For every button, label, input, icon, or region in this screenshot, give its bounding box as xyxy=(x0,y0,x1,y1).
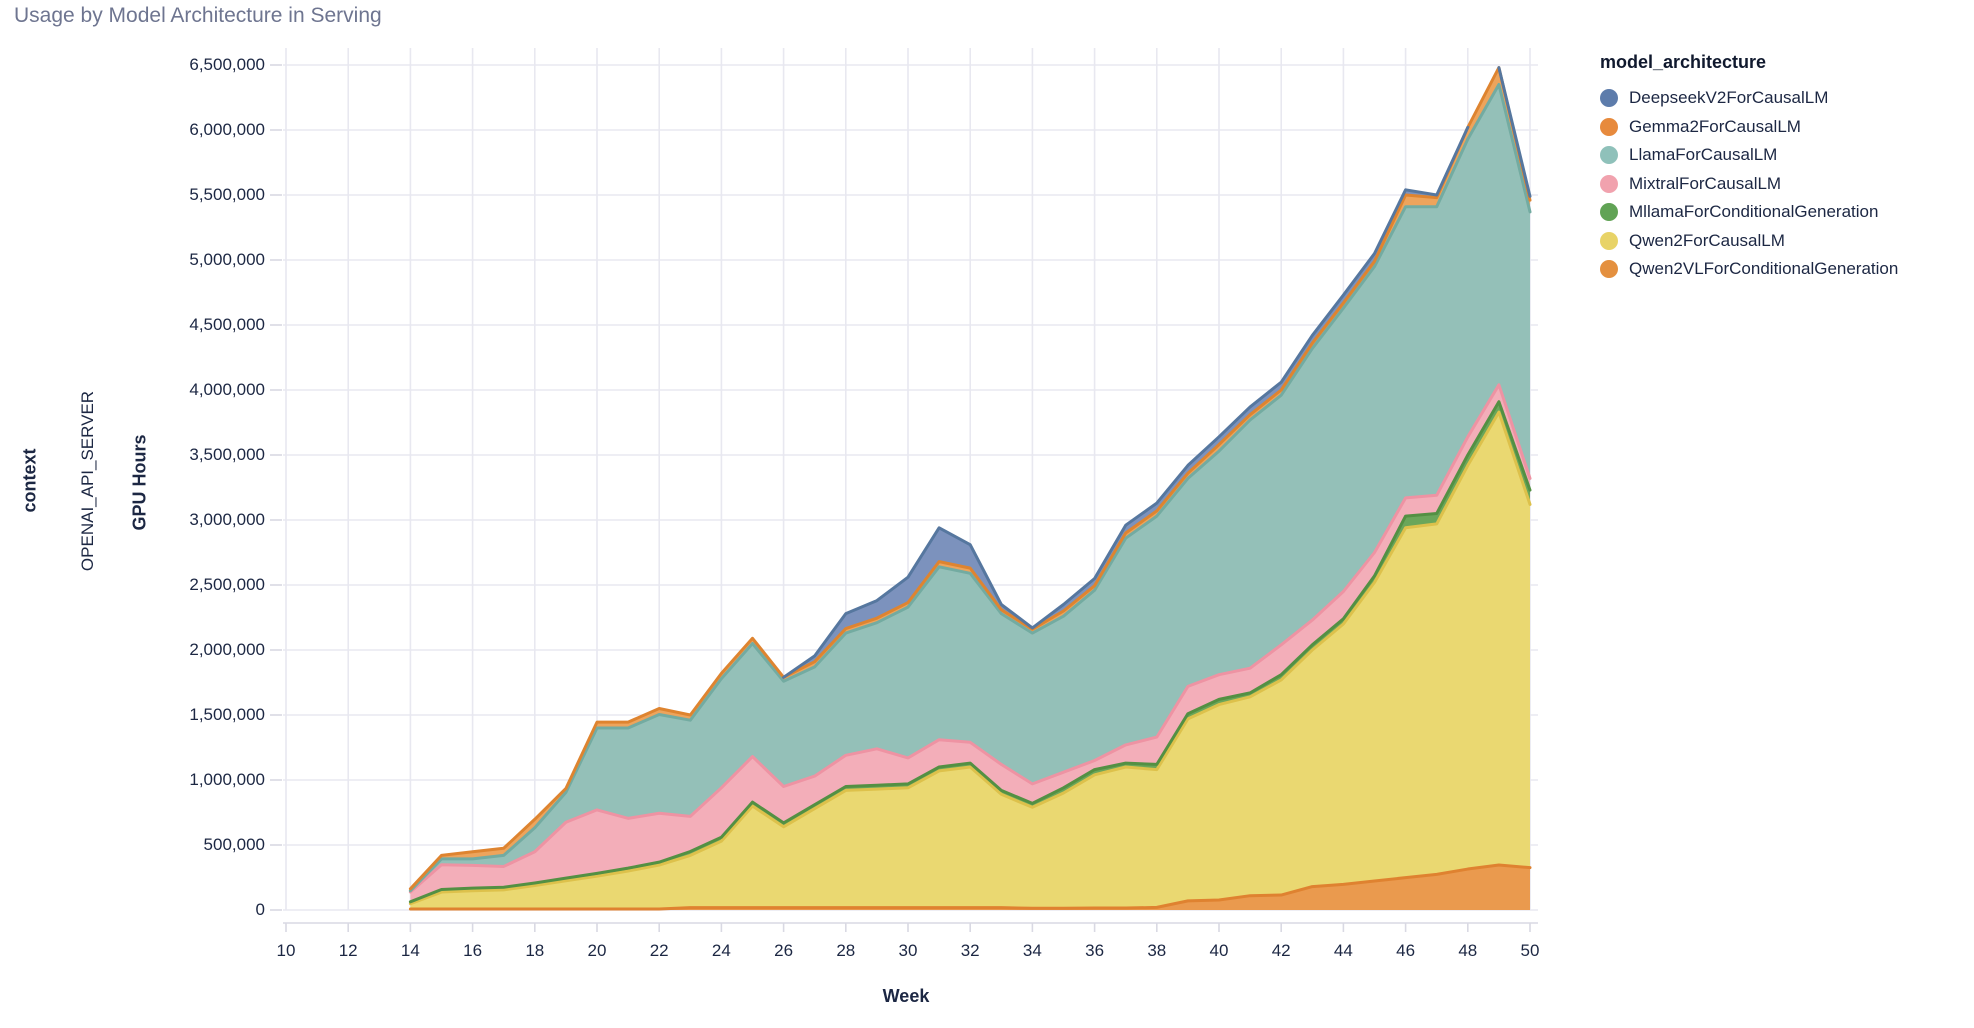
line-Qwen2VLForConditionalGeneration xyxy=(408,863,1532,911)
x-tick-label: 30 xyxy=(898,941,918,960)
line-MllamaForConditionalGeneration xyxy=(408,400,1532,904)
legend-swatch-icon xyxy=(1600,117,1618,136)
legend-item: MllamaForConditionalGeneration xyxy=(1600,202,1898,221)
x-tick-label: 32 xyxy=(960,941,980,960)
x-tick-label: 44 xyxy=(1333,941,1353,960)
x-tick-label: 18 xyxy=(525,941,545,960)
legend-item-label: Qwen2ForCausalLM xyxy=(1629,230,1785,250)
x-tick-label: 28 xyxy=(836,941,856,960)
x-tick-label: 22 xyxy=(649,941,669,960)
legend-swatch-icon xyxy=(1600,203,1618,221)
y-tick-label: 4,500,000 xyxy=(189,315,265,334)
y-tick-label: 3,500,000 xyxy=(189,445,265,464)
chart-title: Usage by Model Architecture in Serving xyxy=(14,4,382,27)
y-tick-label: 1,500,000 xyxy=(189,705,265,724)
line-Qwen2ForCausalLM xyxy=(408,410,1532,906)
legend-item-label: LlamaForCausalLM xyxy=(1629,145,1778,164)
x-tick-label: 14 xyxy=(400,941,420,960)
line-DeepseekV2ForCausalLM xyxy=(1497,66,1532,198)
line-DeepseekV2ForCausalLM xyxy=(782,125,1470,679)
x-axis xyxy=(283,922,1538,932)
legend-title: model_architecture xyxy=(1600,52,1767,72)
plot-area xyxy=(270,48,1538,932)
legend-item: DeepseekV2ForCausalLM xyxy=(1600,88,1898,107)
area-strokes xyxy=(408,66,1532,911)
legend-swatch-icon xyxy=(1600,174,1618,193)
legend: model_architecture DeepseekV2ForCausalLM… xyxy=(1600,52,1898,289)
x-tick-label: 34 xyxy=(1022,941,1042,960)
x-tick-label: 40 xyxy=(1209,941,1229,960)
y-tick-label: 1,000,000 xyxy=(189,770,265,789)
y-tick-label: 0 xyxy=(255,900,265,919)
y-tick-label: 4,000,000 xyxy=(189,380,265,399)
x-tick-label: 46 xyxy=(1396,941,1416,960)
y-tick-label: 6,000,000 xyxy=(189,120,265,139)
x-tick-label: 26 xyxy=(774,941,794,960)
legend-swatch-icon xyxy=(1600,89,1618,107)
legend-item: MixtralForCausalLM xyxy=(1600,173,1898,193)
x-tick-label: 16 xyxy=(463,941,483,960)
x-tick-label: 50 xyxy=(1520,941,1540,960)
legend-item-label: MixtralForCausalLM xyxy=(1629,173,1782,193)
x-tick-label: 12 xyxy=(338,941,358,960)
legend-item: LlamaForCausalLM xyxy=(1600,145,1898,164)
area-Qwen2ForCausalLM xyxy=(410,412,1530,909)
facet-context-label: context xyxy=(19,448,40,513)
legend-item-label: Qwen2VLForConditionalGeneration xyxy=(1629,259,1899,278)
y-tick-label: 5,500,000 xyxy=(189,185,265,204)
legend-swatch-icon xyxy=(1600,231,1618,250)
legend-item-label: MllamaForConditionalGeneration xyxy=(1629,202,1879,221)
line-Gemma2ForCausalLM xyxy=(408,66,1532,891)
legend-swatch-icon xyxy=(1600,260,1618,278)
x-tick-label: 38 xyxy=(1147,941,1167,960)
x-tick-label: 20 xyxy=(587,941,607,960)
legend-item: Qwen2VLForConditionalGeneration xyxy=(1600,259,1899,278)
line-LlamaForCausalLM xyxy=(408,83,1532,893)
x-tick-label: 42 xyxy=(1271,941,1291,960)
y-tick-label: 500,000 xyxy=(203,835,265,854)
y-tick-label: 3,000,000 xyxy=(189,510,265,529)
y-tick-label: 5,000,000 xyxy=(189,250,265,269)
legend-item: Gemma2ForCausalLM xyxy=(1600,116,1898,136)
legend-swatch-icon xyxy=(1600,146,1618,164)
legend-item: Qwen2ForCausalLM xyxy=(1600,230,1898,250)
x-tick-label: 48 xyxy=(1458,941,1478,960)
area-LlamaForCausalLM xyxy=(410,84,1530,893)
legend-item-label: DeepseekV2ForCausalLM xyxy=(1629,88,1829,107)
area-Qwen2VLForConditionalGeneration xyxy=(410,865,1530,910)
legend-item-label: Gemma2ForCausalLM xyxy=(1629,116,1801,136)
x-tick-label: 36 xyxy=(1085,941,1105,960)
x-tick-label: 24 xyxy=(711,941,731,960)
y-tick-label: 2,000,000 xyxy=(189,640,265,659)
x-tick-label: 10 xyxy=(276,941,296,960)
x-axis-title: Week xyxy=(882,986,930,1006)
area-MixtralForCausalLM xyxy=(410,384,1530,902)
y-tick-label: 2,500,000 xyxy=(189,575,265,594)
line-MixtralForCausalLM xyxy=(408,383,1532,894)
y-tick-label: 6,500,000 xyxy=(189,55,265,74)
facet-row-label: OPENAI_API_SERVER xyxy=(78,390,97,572)
legend-items: DeepseekV2ForCausalLM Gemma2ForCausalLM Ll… xyxy=(1600,88,1899,278)
